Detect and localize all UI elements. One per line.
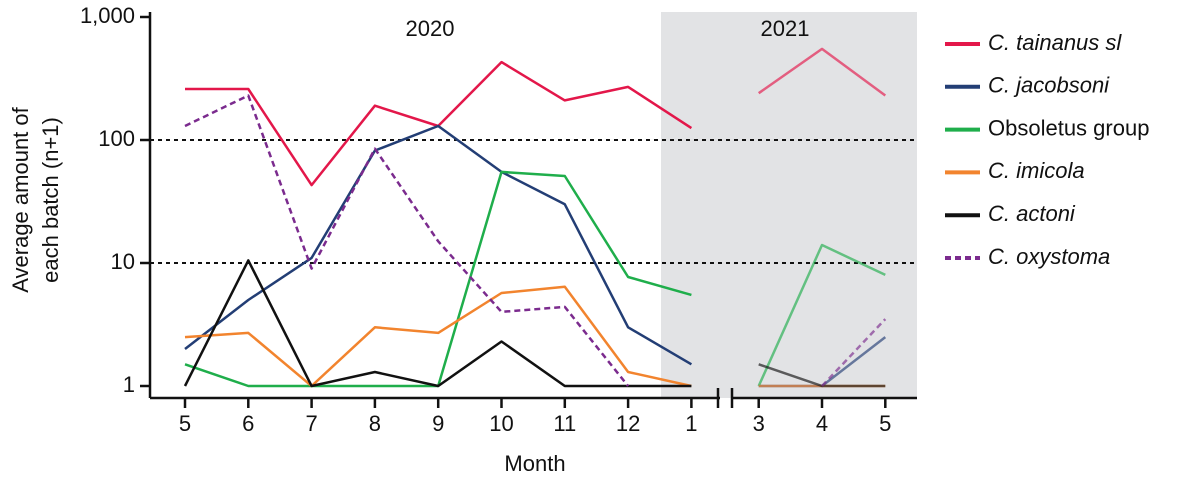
- y-tick-label: 100: [98, 126, 135, 151]
- x-tick-label: 12: [616, 411, 640, 436]
- x-tick-label: 3: [753, 411, 765, 436]
- x-tick-label: 7: [305, 411, 317, 436]
- y-axis-label: Average amount of: [8, 106, 33, 292]
- axes: [148, 12, 917, 408]
- x-tick-label: 9: [432, 411, 444, 436]
- shaded-region: [661, 12, 917, 398]
- annotation: 2020: [406, 16, 455, 41]
- x-tick-label: 8: [369, 411, 381, 436]
- series-line: [757, 243, 886, 387]
- x-tick-label: 5: [879, 411, 891, 436]
- x-tick-label: 10: [489, 411, 513, 436]
- series-line: [757, 47, 887, 97]
- legend-label: Obsoletus group: [988, 115, 1149, 140]
- legend-label: C. actoni: [988, 201, 1076, 226]
- y-tick-label: 10: [111, 249, 135, 274]
- x-tick-label: 6: [242, 411, 254, 436]
- x-tick-label: 11: [553, 411, 576, 436]
- y-tick-label: 1,000: [80, 3, 135, 28]
- legend-label: C. jacobsoni: [988, 73, 1110, 98]
- legend-label: C. imicola: [988, 158, 1085, 183]
- x-tick-label: 5: [179, 411, 191, 436]
- x-axis-label: Month: [504, 451, 565, 476]
- series-line: [185, 60, 693, 187]
- x-tick-label: 1: [685, 411, 697, 436]
- annotation: 2021: [761, 16, 810, 41]
- x-tick-label: 4: [816, 411, 828, 436]
- y-tick-label: 1: [123, 372, 135, 397]
- y-axis-label: each batch (n+1): [38, 117, 63, 283]
- legend-label: C. tainanus sl: [988, 30, 1122, 55]
- series-line: [183, 259, 692, 388]
- series-line: [184, 124, 693, 366]
- series-line: [821, 318, 887, 387]
- legend-label: C. oxystoma: [988, 244, 1110, 269]
- series-line: [184, 285, 692, 388]
- series-line: [184, 94, 630, 387]
